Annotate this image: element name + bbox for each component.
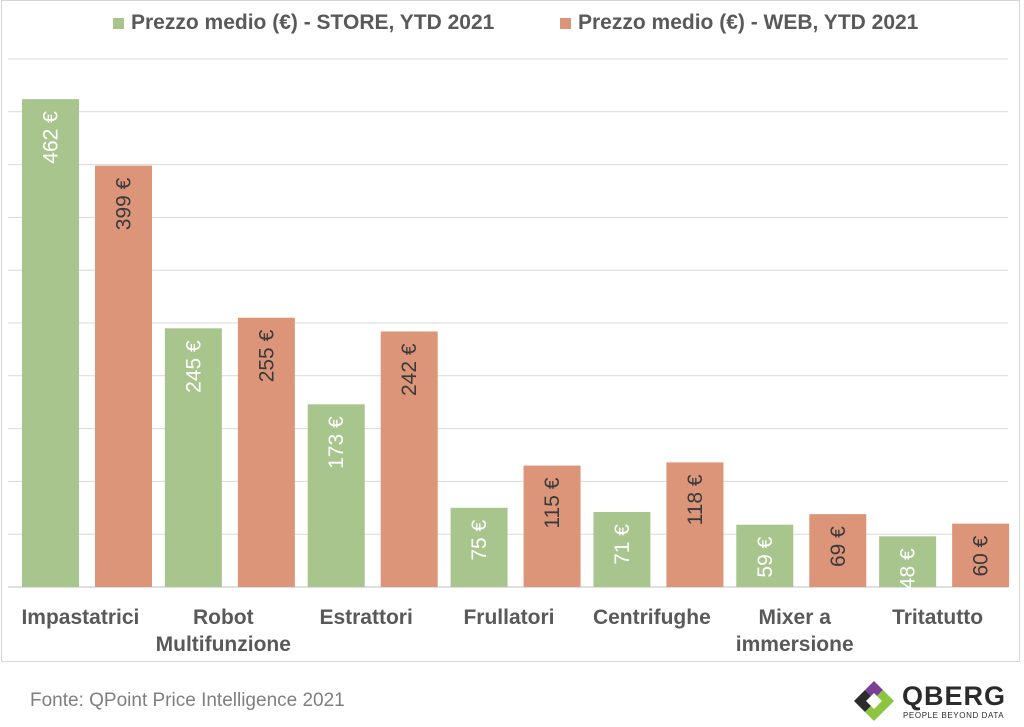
qberg-diamond-logo-icon [854,681,894,721]
category-label: Multifunzione [156,633,291,656]
legend-item-web: Prezzo medio (€) - WEB, YTD 2021 [560,11,918,35]
logo-tagline: PEOPLE BEYOND DATA [903,711,1005,720]
bar [95,165,152,587]
category-label: Centrifughe [593,606,711,629]
data-label: 75 € [468,519,491,560]
bar [450,507,508,587]
data-label: 173 € [325,416,348,469]
bar [666,462,724,587]
bar [380,331,438,587]
legend-swatch-web [560,17,571,29]
legend-swatch-store [113,17,124,29]
data-label: 59 € [754,536,777,577]
bar [164,328,222,587]
bar [237,317,295,587]
data-label: 255 € [255,329,278,382]
data-label: 69 € [827,526,850,567]
data-label: 462 € [40,111,63,164]
category-label: Mixer a [759,606,832,629]
bar [307,404,365,587]
bar [593,512,651,587]
bar [879,536,937,587]
data-label: 245 € [182,340,205,393]
category-label: Frullatori [463,606,554,629]
bar [736,524,794,587]
data-label: 115 € [541,477,564,528]
category-label: Robot [193,606,254,629]
bar-chart: 462 € 399 € Impastatrici 245 € 255 € Robot Mul… [8,58,1010,656]
bar [22,99,79,588]
category-label: Tritatutto [892,606,983,629]
legend: Prezzo medio (€) - STORE, YTD 2021 Prezz… [0,11,1024,41]
category-label: Impastatrici [21,606,139,629]
legend-item-store: Prezzo medio (€) - STORE, YTD 2021 [113,11,494,35]
logo-wordmark: QBERG [902,681,1007,711]
data-label: 242 € [398,343,421,396]
category-label: immersione [736,633,854,656]
bar [523,465,581,587]
category-label: Estrattori [319,606,412,629]
source-note: Fonte: QPoint Price Intelligence 2021 [30,690,345,711]
data-label: 118 € [684,474,707,525]
legend-label-web: Prezzo medio (€) - WEB, YTD 2021 [578,11,919,34]
data-label: 60 € [970,535,993,576]
legend-label-store: Prezzo medio (€) - STORE, YTD 2021 [131,11,495,34]
qberg-logo: QBERG PEOPLE BEYOND DATA [852,679,1005,723]
data-label: 71 € [611,524,634,565]
data-label: 399 € [113,177,136,230]
data-label: 48 € [897,548,920,589]
bar [809,514,867,587]
bar [952,523,1010,587]
